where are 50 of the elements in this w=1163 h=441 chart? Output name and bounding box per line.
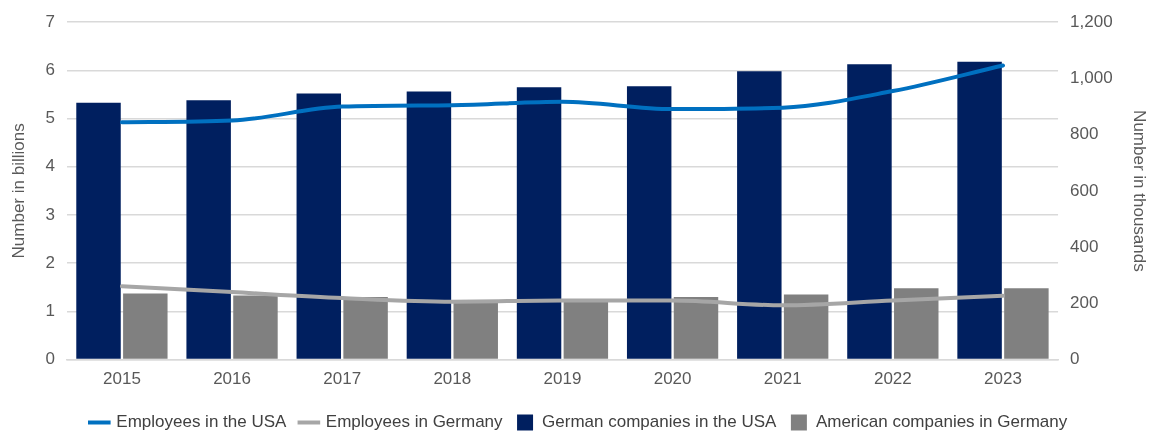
y-tick-label: 3 [45,204,55,224]
bar [847,64,892,359]
bar [233,295,278,359]
x-tick-label: 2020 [653,369,692,389]
y2-tick-label: 1,000 [1070,68,1113,88]
y-axis-title: Number in billions [8,123,28,259]
bar [453,301,498,359]
y-tick-label: 2 [45,252,55,272]
bar [296,93,342,359]
bar [406,91,452,359]
bar [343,296,388,359]
bar [894,288,939,359]
line-series [119,284,1005,308]
bar [783,294,829,359]
bar [76,102,121,359]
y2-tick-label: 1,200 [1070,11,1113,31]
y-tick-label: 5 [45,108,55,128]
legend-label: American companies in Germany [815,412,1068,432]
x-tick-label: 2018 [433,369,472,389]
y2-tick-label: 200 [1070,293,1099,313]
y2-axis-title: Number in thousands [1130,110,1150,272]
bar [186,100,231,359]
x-tick-label: 2015 [103,369,141,389]
x-tick-label: 2022 [873,369,912,389]
bar [1004,288,1049,359]
y2-tick-label: 0 [1070,349,1080,369]
y-tick-label: 7 [45,11,55,31]
x-tick-label: 2023 [984,369,1022,389]
bar [737,71,782,359]
legend-label: Employees in the USA [116,412,288,432]
y-tick-label: 0 [45,349,55,369]
x-tick-label: 2016 [213,369,251,389]
y2-tick-label: 800 [1070,124,1099,144]
bar [673,296,719,359]
bar [626,86,672,359]
x-tick-label: 2021 [763,369,802,389]
bar [957,61,1002,359]
legend-label: Employees in Germany [325,412,504,432]
bar [563,301,609,359]
x-tick-label: 2017 [323,369,362,389]
y2-tick-label: 600 [1070,180,1099,200]
x-tick-label: 2019 [543,369,582,389]
bar [516,87,562,359]
line-series [119,63,1005,125]
bar [123,293,168,359]
legend-label: German companies in the USA [542,412,778,432]
y-tick-label: 4 [45,156,55,176]
y-tick-label: 1 [45,301,55,321]
y-tick-label: 6 [45,60,55,80]
y2-tick-label: 400 [1070,236,1099,256]
